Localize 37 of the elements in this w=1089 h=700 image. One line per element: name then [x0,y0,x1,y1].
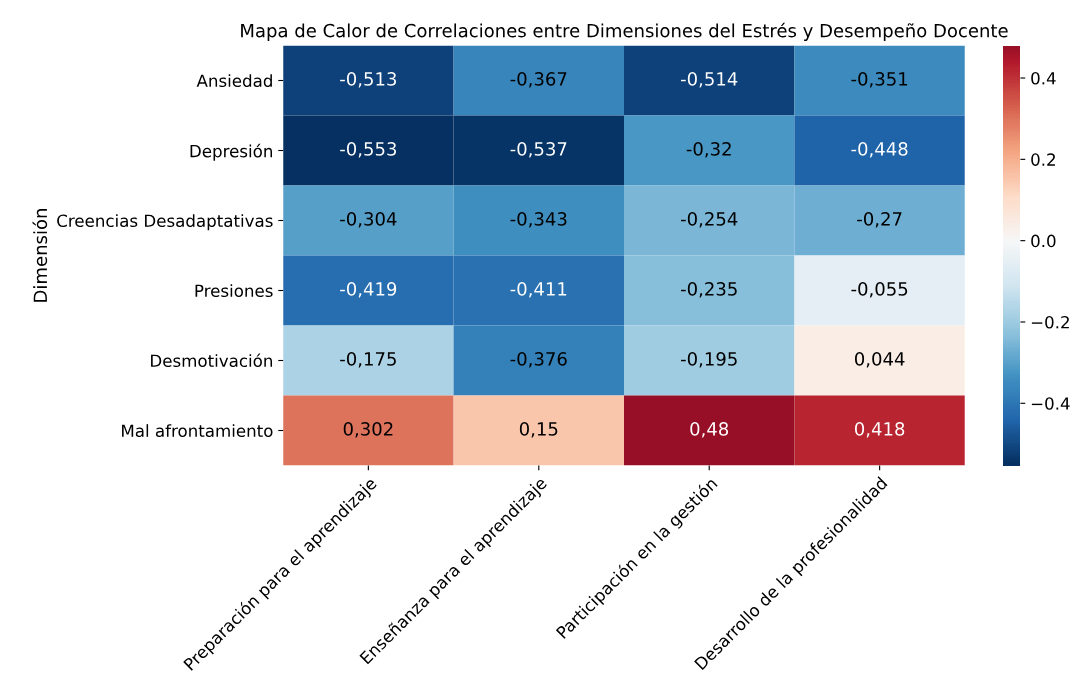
data-label: -0,367 [510,72,567,88]
data-label: -0,254 [680,212,738,228]
y-tick-label: Mal afrontamiento [122,424,273,438]
y-tick-label: Ansiedad [196,74,272,88]
data-label: -0,175 [340,352,396,368]
color-bar-label: −0.4 [1031,397,1070,410]
color-bar-label: 0.2 [1031,153,1055,166]
color-bar-label: −0.2 [1031,315,1069,329]
data-label: -0,376 [510,352,567,368]
data-label: -0,411 [510,282,567,298]
data-label: -0,419 [340,282,397,298]
data-label: 0,044 [854,352,905,368]
y-tick-label: Desmotivación [151,353,272,368]
data-label: -0,553 [340,142,397,158]
y-tick-label: Creencias Desadaptativas [57,214,273,231]
data-label: -0,351 [851,72,908,88]
data-label: -0,343 [510,212,567,228]
data-label: -0,304 [340,212,397,228]
data-label: -0,514 [680,72,738,88]
data-label: -0,537 [510,142,567,158]
chart-title: Mapa de Calor de Correlaciones entre Dimensiones del Estrés y Desempeño Docente [241,22,1008,41]
y-tick-label: Depresión [190,143,272,161]
data-label: -0,448 [851,142,908,158]
data-label: 0,15 [519,422,558,438]
data-label: -0,055 [851,282,908,298]
y-axis-title: Dimensión [32,209,48,302]
data-label: 0,48 [690,422,729,438]
color-bar-label: 0.4 [1031,71,1056,85]
color-bar-label: 0.0 [1031,234,1056,248]
data-label: -0,513 [340,72,397,88]
y-tick-label: Presiones [195,284,273,298]
data-label: -0,195 [680,352,737,368]
data-label: 0,302 [343,422,393,438]
data-label: 0,418 [854,422,905,438]
data-label: -0,27 [857,212,902,228]
data-label: -0,32 [686,142,731,158]
data-label: -0,235 [680,282,737,298]
